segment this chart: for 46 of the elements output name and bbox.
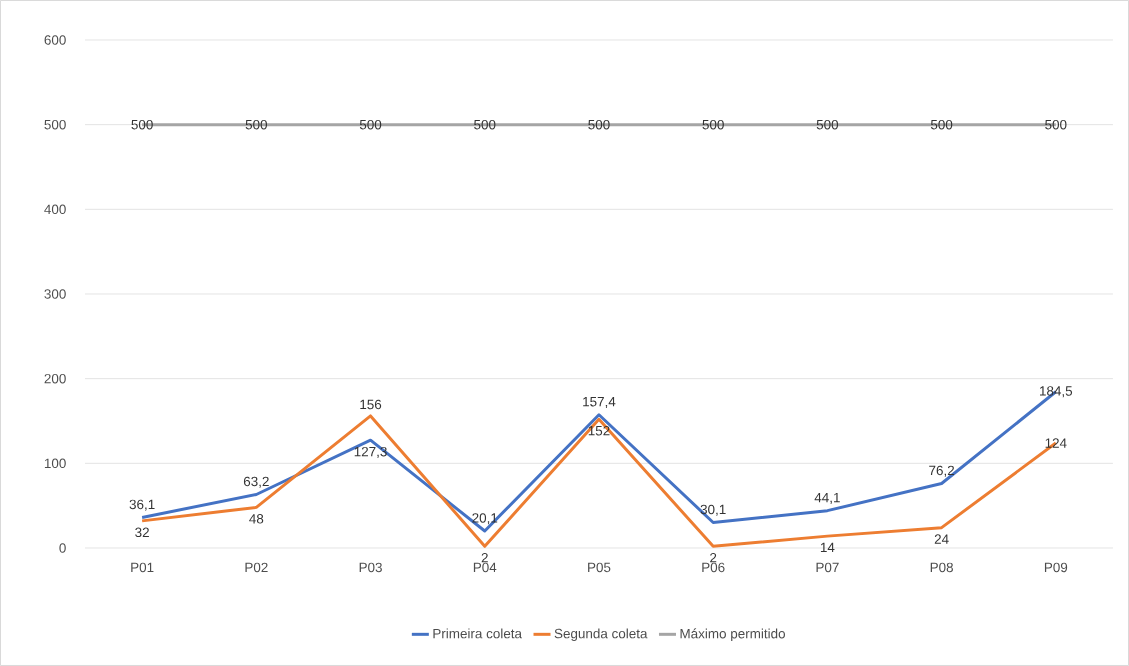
data-label: 500 [930,119,953,130]
x-tick-label: P09 [1044,562,1068,573]
legend-label: Máximo permitido [680,628,785,642]
data-label: 500 [131,119,153,130]
data-label: 500 [702,119,724,130]
data-label: 20,1 [472,513,498,525]
x-tick-label: P06 [702,562,725,573]
data-label: 44,1 [814,492,840,504]
data-label: 500 [359,119,382,130]
x-tick-label: P01 [131,562,154,573]
data-label: 24 [934,534,949,544]
legend-label: Primeira coleta [433,628,522,639]
data-label: 48 [249,514,264,524]
data-label: 30,1 [700,504,726,516]
data-label: 76,2 [929,465,955,477]
data-label: 156 [360,399,382,410]
x-tick-label: P05 [588,562,611,573]
x-tick-label: P04 [473,562,497,573]
data-label: 2 [710,552,717,563]
y-tick-label: 0 [59,543,66,553]
data-label: 2 [481,552,488,563]
data-label: 157,4 [583,397,616,409]
y-tick-label: 600 [44,35,66,45]
data-label: 127,3 [354,446,387,458]
x-tick-label: P08 [930,562,953,573]
data-label: 500 [816,119,839,130]
x-tick-label: P03 [359,562,382,573]
data-label: 184,5 [1040,386,1073,398]
y-tick-label: 100 [44,458,66,469]
x-tick-label: P02 [245,562,268,573]
data-label: 36,1 [129,499,155,511]
data-label: 500 [474,119,496,130]
data-label: 14 [820,542,835,553]
x-tick-label: P07 [816,562,839,573]
y-tick-label: 200 [44,373,66,384]
y-tick-label: 300 [44,289,66,299]
data-label: 152 [588,425,610,436]
legend-label: Segunda coleta [554,628,648,641]
data-label: 500 [588,119,610,130]
data-label: 500 [1045,119,1067,130]
data-label: 500 [245,119,268,130]
y-tick-label: 500 [44,119,66,130]
data-label: 124 [1045,438,1067,448]
data-label: 32 [135,527,149,538]
y-tick-label: 400 [44,204,66,215]
data-label: 63,2 [243,476,269,488]
